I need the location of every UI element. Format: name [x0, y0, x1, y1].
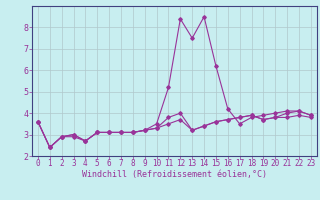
- X-axis label: Windchill (Refroidissement éolien,°C): Windchill (Refroidissement éolien,°C): [82, 170, 267, 179]
